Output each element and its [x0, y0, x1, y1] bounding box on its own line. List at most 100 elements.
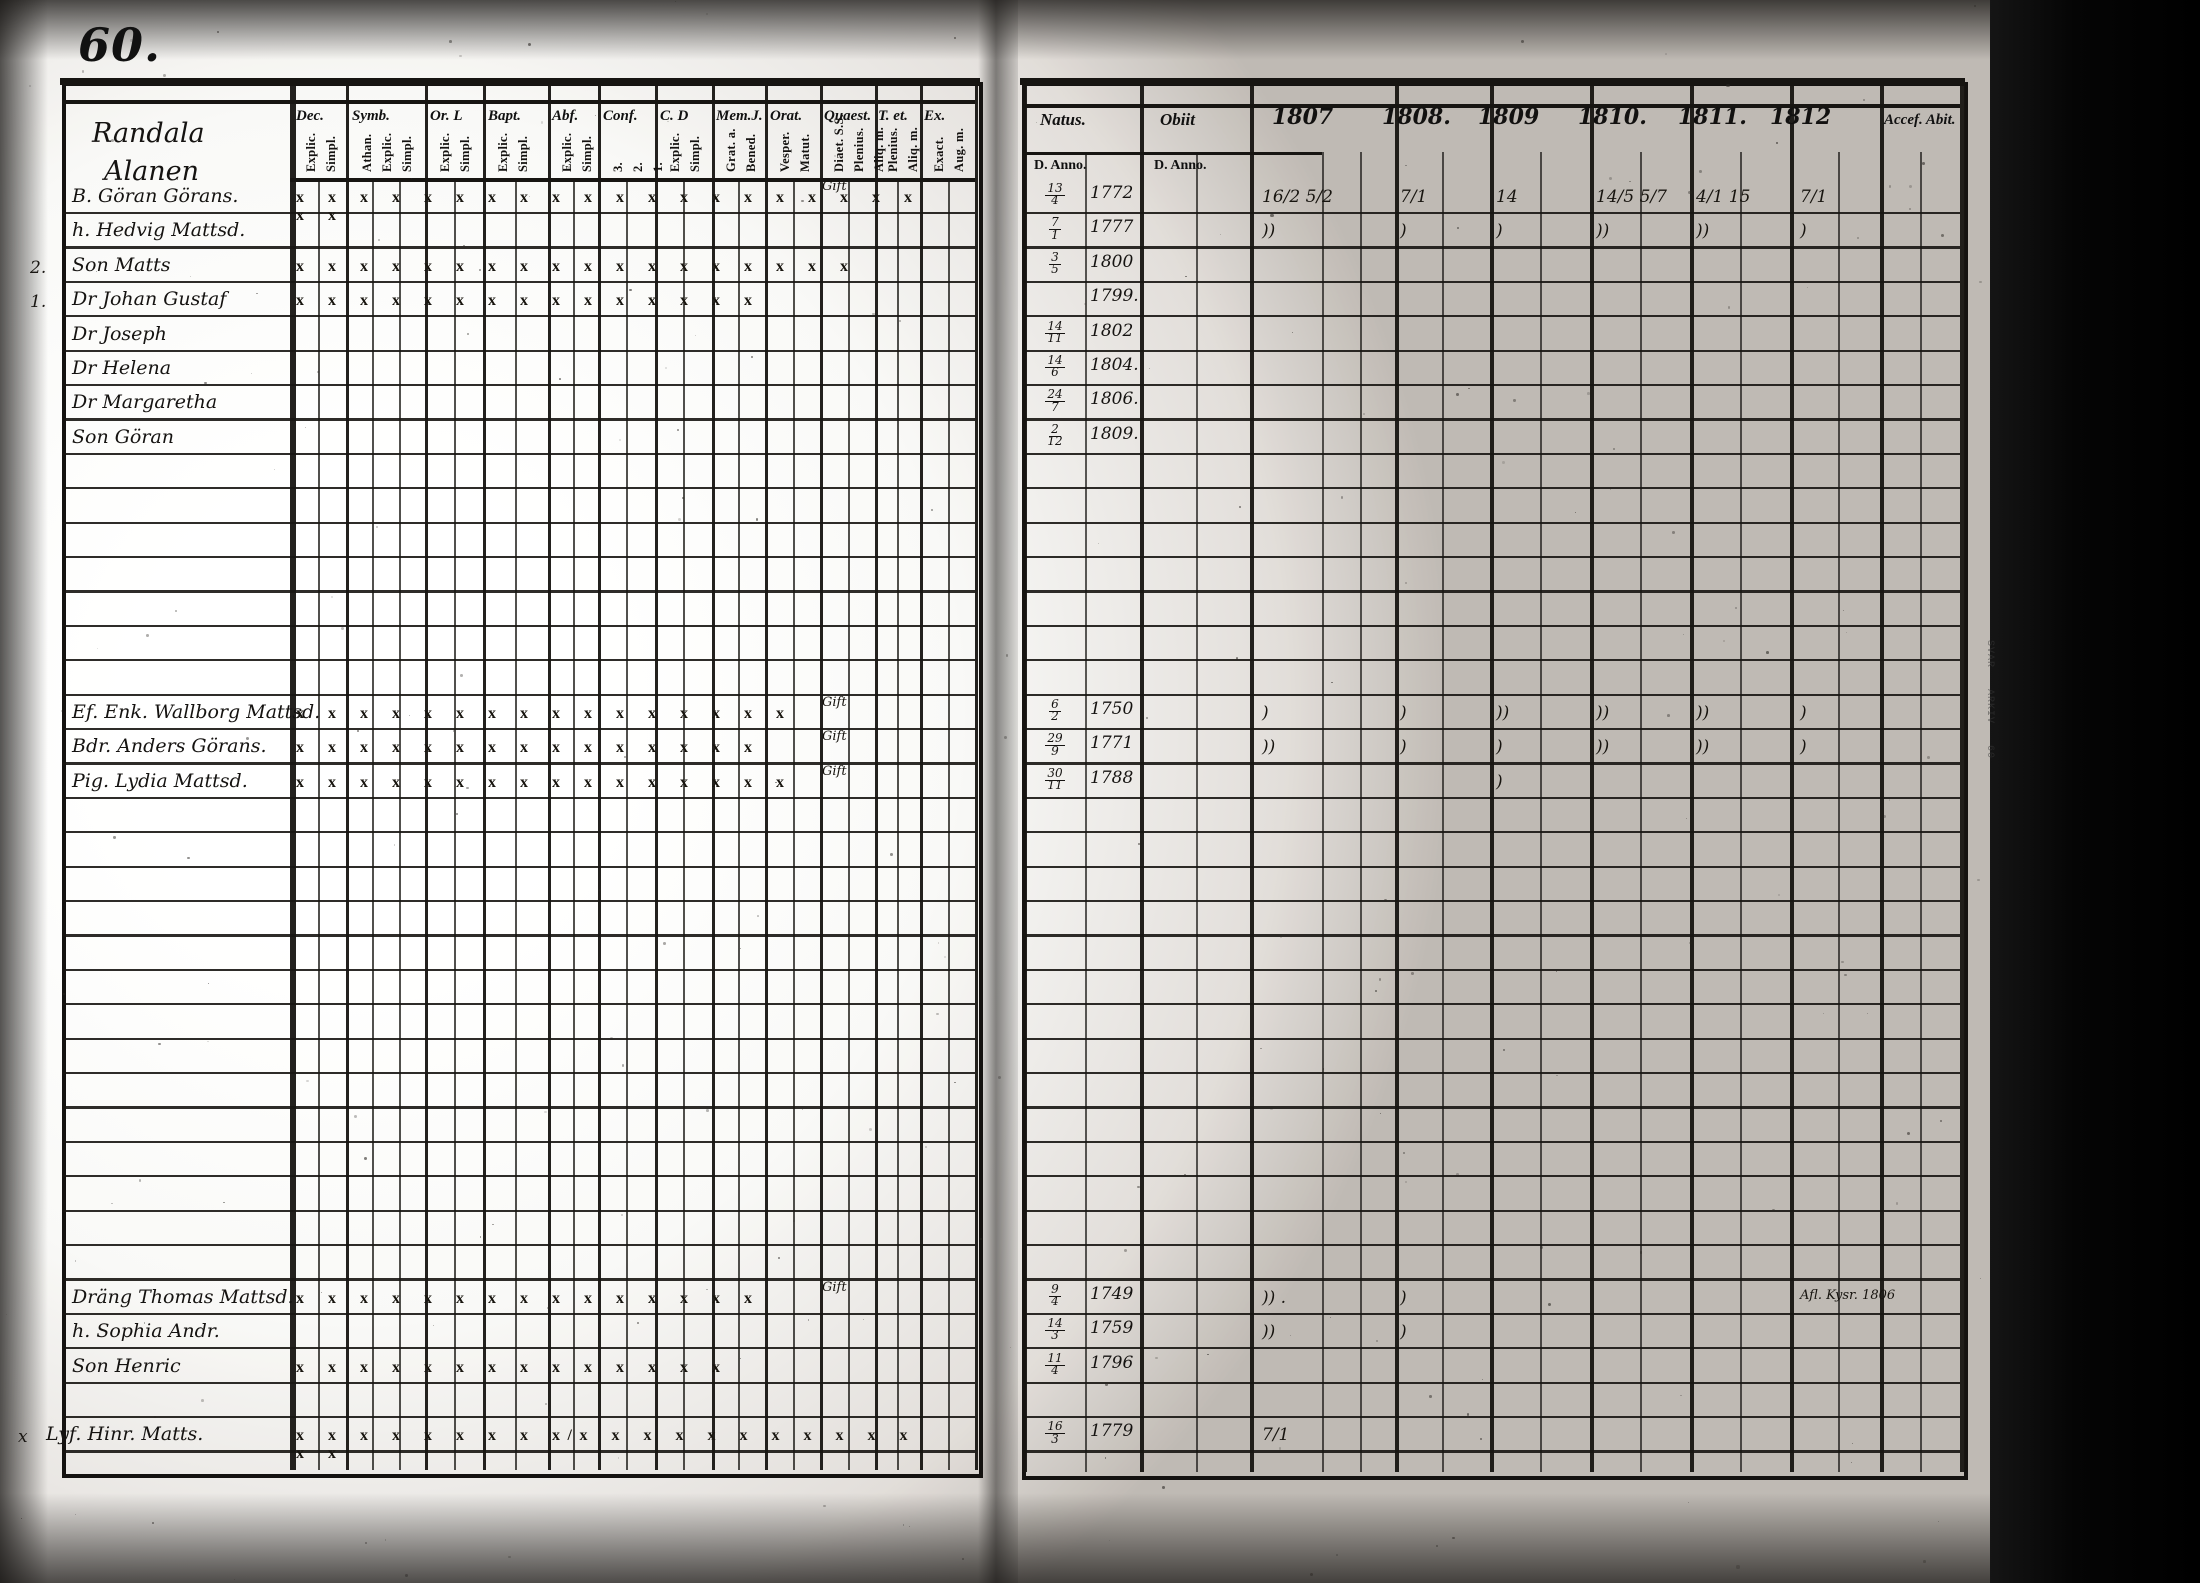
speck	[201, 1399, 205, 1403]
attendance-marks: x x x x x x x x x x x x x x x x	[296, 773, 792, 791]
person-name: Dr Helena	[72, 357, 172, 379]
table-rule	[1920, 152, 1922, 1472]
table-rule	[62, 934, 975, 937]
speck	[1292, 332, 1293, 334]
speck	[705, 1109, 709, 1113]
table-rule	[712, 82, 715, 1470]
speck	[1680, 1394, 1683, 1397]
year-entry: ))	[1262, 221, 1276, 242]
year-entry: ))	[1596, 703, 1610, 723]
speck	[81, 70, 84, 73]
table-rule	[372, 182, 374, 1470]
speck	[706, 1288, 708, 1291]
speck	[1856, 236, 1859, 240]
speck	[930, 508, 933, 511]
speck	[1938, 1520, 1940, 1523]
speck	[1479, 1437, 1483, 1441]
table-rule	[1022, 1278, 1960, 1281]
speck	[459, 55, 462, 58]
speck	[544, 1110, 547, 1114]
speck	[1923, 1560, 1927, 1563]
speck	[21, 1517, 23, 1519]
table-rule	[62, 1037, 975, 1040]
speck	[567, 166, 571, 170]
column-subheader: Athan.	[360, 133, 374, 172]
column-header-symb: Symb.	[352, 108, 390, 124]
speck	[1138, 843, 1141, 846]
speck	[1540, 1246, 1544, 1250]
table-rule	[290, 178, 975, 182]
speck	[1404, 581, 1408, 585]
column-subheader: Aliq. m.	[872, 126, 886, 172]
column-subheader: Aug. m.	[952, 127, 966, 172]
table-rule	[62, 1416, 975, 1419]
year-entry: ))	[1596, 737, 1610, 758]
table-rule	[62, 1347, 975, 1350]
table-rule	[1022, 349, 1960, 352]
speck	[29, 85, 31, 87]
table-rule	[897, 182, 899, 1470]
speck	[1322, 1068, 1325, 1071]
speck	[62, 992, 66, 995]
year-entry: 7/1	[1400, 187, 1428, 207]
table-rule	[62, 1106, 975, 1109]
speck	[250, 373, 252, 375]
person-name: Ef. Enk. Wallborg Mattsd.	[72, 701, 321, 723]
table-rule	[598, 82, 601, 1470]
speck	[1238, 505, 1242, 509]
speck	[216, 30, 219, 33]
speck	[95, 271, 97, 273]
table-rule	[1196, 152, 1198, 1472]
speck	[667, 120, 669, 123]
natus-day-fraction: 13 4	[1045, 181, 1065, 208]
speck	[847, 1076, 849, 1078]
column-subheader: Matut.	[798, 133, 812, 172]
speck	[944, 956, 947, 959]
speck	[138, 1179, 142, 1182]
table-rule	[1022, 1312, 1960, 1315]
speck	[1380, 1113, 1382, 1115]
speck	[1363, 413, 1365, 415]
speck	[1105, 1383, 1108, 1386]
speck	[460, 673, 463, 677]
book-spine	[978, 0, 1018, 1583]
speck	[1862, 98, 1866, 102]
speck	[456, 813, 458, 815]
speck	[681, 496, 685, 500]
speck	[1162, 1486, 1165, 1490]
speck	[664, 366, 667, 369]
speck	[961, 1557, 964, 1560]
speck	[340, 626, 344, 630]
speck	[74, 1514, 76, 1516]
speck	[909, 1526, 911, 1527]
attendance-marks: x x x x x x x x x x x x x x x	[296, 1289, 760, 1307]
speck	[204, 381, 208, 385]
column-header-ex: Ex.	[924, 108, 946, 124]
table-rule	[1250, 82, 1254, 1472]
table-rule	[1022, 487, 1960, 490]
column-subheader: Aliq. m.	[906, 126, 920, 172]
speck	[1867, 1012, 1868, 1014]
table-rule	[454, 182, 456, 1470]
table-rule	[573, 182, 575, 1470]
table-rule	[318, 182, 320, 1470]
year-entry: ))	[1596, 221, 1610, 242]
speck	[677, 518, 681, 522]
speck	[1587, 391, 1590, 395]
speck	[1429, 1394, 1432, 1398]
speck	[1384, 898, 1387, 902]
speck	[1145, 717, 1148, 720]
person-name: Son Matts	[72, 253, 171, 276]
natus-year: 1804.	[1090, 355, 1139, 375]
table-rule	[1022, 1381, 1960, 1384]
speck	[1289, 1335, 1291, 1337]
column-subheader: 2.	[631, 162, 645, 172]
speck	[151, 1522, 154, 1524]
natus-year: 1806.	[1090, 389, 1139, 410]
speck	[1250, 892, 1253, 895]
year-column-1808: 1808.	[1382, 104, 1451, 130]
speck	[1468, 387, 1470, 389]
speck	[545, 1403, 547, 1405]
table-rule	[62, 418, 975, 421]
speck	[1009, 1347, 1012, 1349]
